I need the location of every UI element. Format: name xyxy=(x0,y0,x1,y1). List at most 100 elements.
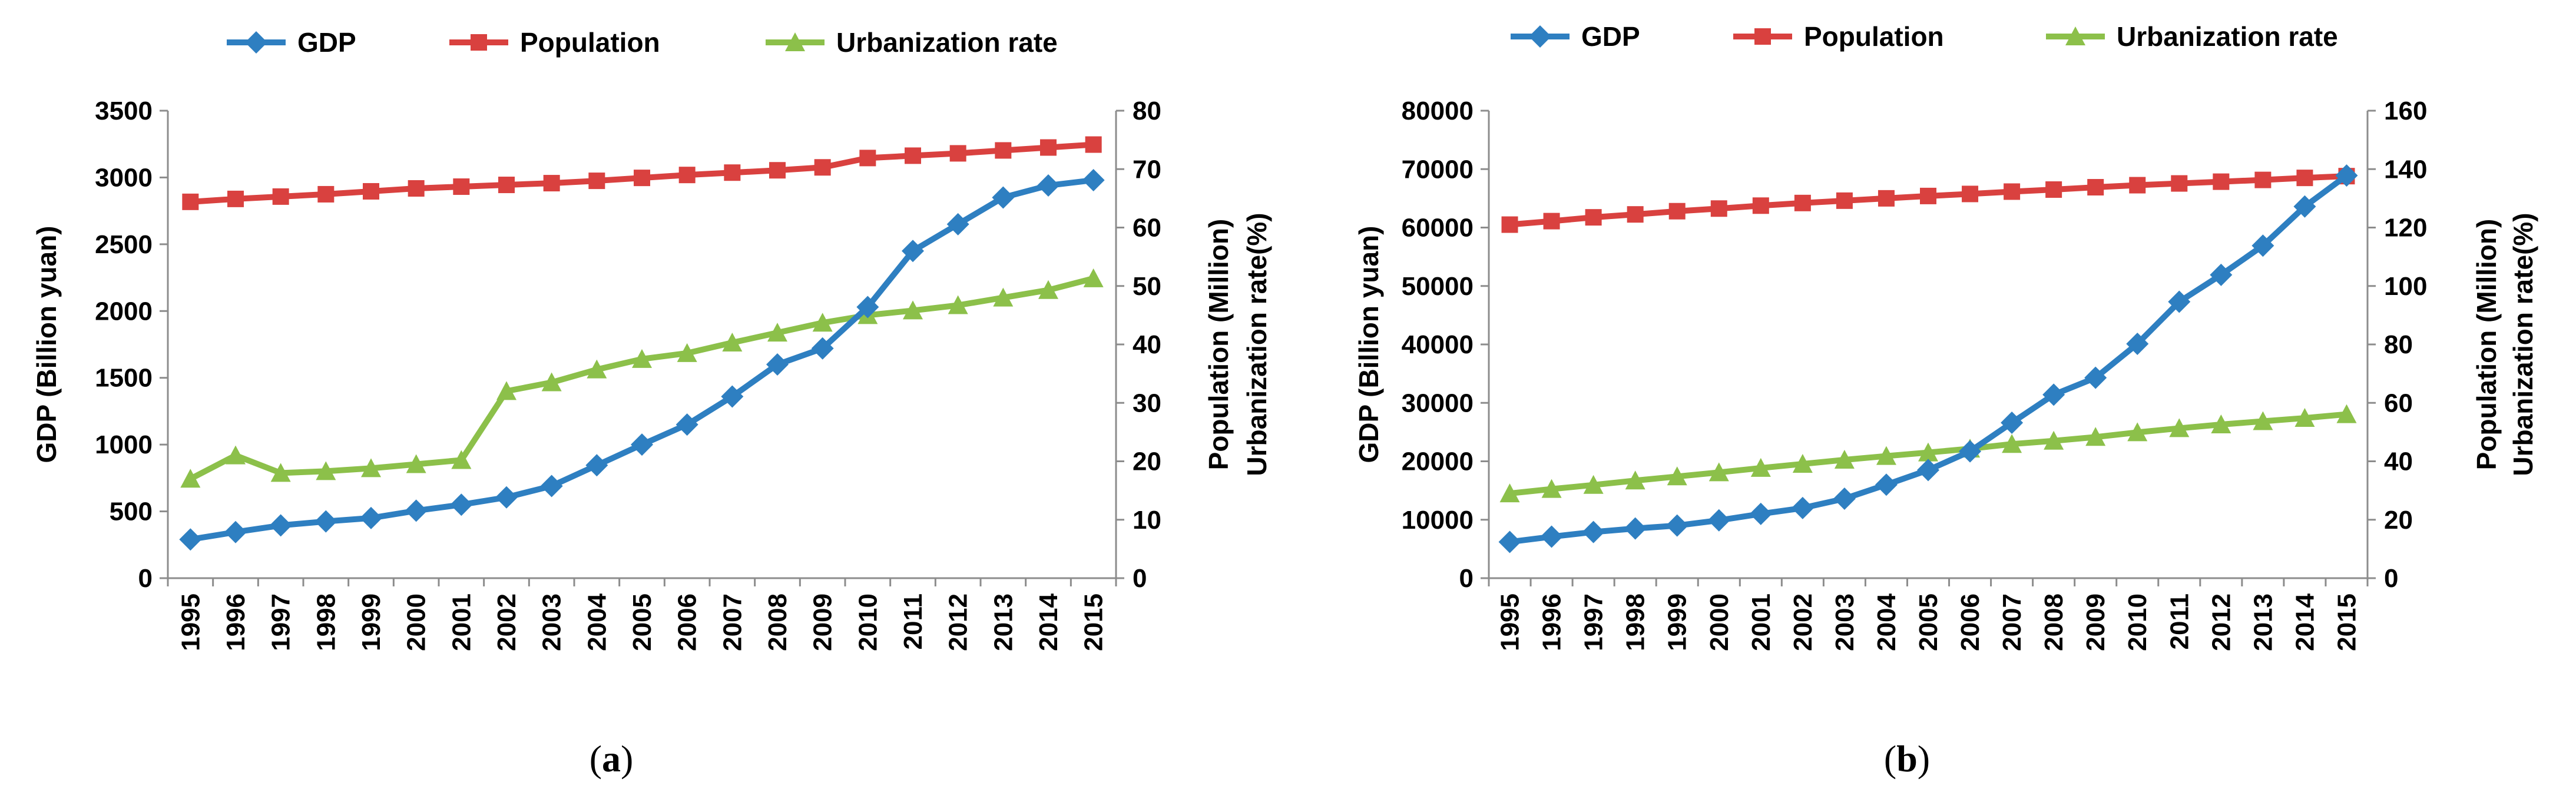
y-tick-label-b: 40000 xyxy=(1402,330,1474,359)
y-tick-label-b: 60000 xyxy=(1402,214,1474,243)
legend-label-gdp-a: GDP xyxy=(297,27,356,58)
y-axis-title-a: GDP (Billion yuan) xyxy=(31,226,62,463)
data-point-population-b xyxy=(1878,190,1895,207)
data-point-urbanization-rate-b xyxy=(1499,483,1520,503)
data-point-gdp-a xyxy=(631,433,653,456)
data-point-gdp-a xyxy=(811,337,834,360)
data-point-population-a xyxy=(949,145,966,162)
x-tick-label-a: 2011 xyxy=(899,593,928,649)
y2-axis-title-line2-a: Urbanization rate(%) xyxy=(1241,213,1272,476)
data-point-urbanization-rate-b xyxy=(1708,462,1729,482)
y2-tick-label-a: 30 xyxy=(1133,389,1161,417)
data-point-population-a xyxy=(634,170,650,187)
data-point-gdp-a xyxy=(540,475,563,498)
data-point-urbanization-rate-a xyxy=(496,381,516,400)
data-point-population-a xyxy=(724,164,741,181)
data-point-gdp-b xyxy=(1498,530,1521,553)
data-point-urbanization-rate-b xyxy=(2169,418,2190,437)
x-tick-label-b: 2011 xyxy=(2165,593,2194,649)
data-point-urbanization-rate-b xyxy=(2044,430,2064,450)
caption-a: (a) xyxy=(590,738,634,780)
data-point-urbanization-rate-a xyxy=(767,323,787,342)
y2-tick-label-b: 120 xyxy=(2384,214,2427,243)
caption-a-close: ) xyxy=(621,738,633,780)
data-point-urbanization-rate-a xyxy=(632,349,652,368)
data-point-population-a xyxy=(543,175,560,192)
x-tick-label-b: 2012 xyxy=(2207,593,2236,651)
data-point-population-b xyxy=(2213,173,2230,190)
y2-tick-label-b: 80 xyxy=(2384,330,2413,359)
x-tick-label-b: 2013 xyxy=(2249,593,2277,651)
x-tick-label-b: 2010 xyxy=(2123,593,2152,651)
legend-marker-gdp-a xyxy=(245,31,267,54)
x-tick-label-a: 2015 xyxy=(1080,593,1108,651)
data-point-gdp-a xyxy=(1037,174,1059,197)
data-point-population-a xyxy=(272,188,289,205)
y-tick-label-b: 50000 xyxy=(1402,272,1474,301)
data-point-gdp-b xyxy=(2084,366,2107,389)
data-point-gdp-a xyxy=(224,520,247,543)
data-point-urbanization-rate-b xyxy=(2002,434,2022,453)
y-tick-label-b: 80000 xyxy=(1402,97,1474,125)
data-point-urbanization-rate-a xyxy=(270,463,291,482)
data-point-gdp-b xyxy=(2251,234,2274,257)
data-point-gdp-a xyxy=(585,454,608,477)
data-point-urbanization-rate-a xyxy=(587,359,607,379)
data-point-population-a xyxy=(408,180,425,197)
y2-tick-label-b: 160 xyxy=(2384,97,2427,125)
data-point-gdp-b xyxy=(2293,195,2316,218)
data-point-gdp-b xyxy=(1749,502,1772,525)
legend-label-urbanization-rate-b: Urbanization rate xyxy=(2117,21,2338,52)
data-point-gdp-b xyxy=(1875,473,1898,496)
y2-tick-label-a: 50 xyxy=(1133,272,1161,301)
data-point-population-a xyxy=(363,183,379,200)
data-point-gdp-a xyxy=(314,510,337,533)
data-point-urbanization-rate-a xyxy=(361,458,381,477)
data-point-population-a xyxy=(498,177,515,194)
caption-b-open: ( xyxy=(1884,738,1896,780)
data-point-gdp-b xyxy=(1707,509,1730,532)
data-point-gdp-b xyxy=(2335,164,2358,187)
caption-a-letter: a xyxy=(602,738,621,780)
y2-tick-label-a: 0 xyxy=(1133,564,1147,593)
x-tick-label-a: 2001 xyxy=(447,593,476,651)
data-point-population-a xyxy=(905,147,921,164)
data-point-urbanization-rate-a xyxy=(677,343,697,362)
data-point-gdp-a xyxy=(766,353,789,376)
x-tick-label-b: 1996 xyxy=(1538,593,1567,651)
y2-tick-label-b: 100 xyxy=(2384,272,2427,301)
chart-panel-b: 0100002000030000400005000060000700008000… xyxy=(1353,21,2538,651)
data-point-urbanization-rate-b xyxy=(1876,446,1896,465)
y-tick-label-a: 1000 xyxy=(95,430,153,459)
legend-marker-gdp-b xyxy=(1529,25,1551,48)
x-tick-label-a: 2009 xyxy=(809,593,837,651)
x-tick-label-a: 2014 xyxy=(1034,593,1063,651)
data-point-population-b xyxy=(2296,170,2313,187)
caption-a-open: ( xyxy=(590,738,602,780)
data-point-urbanization-rate-a xyxy=(180,469,201,488)
x-tick-label-b: 1998 xyxy=(1621,593,1650,651)
data-point-urbanization-rate-b xyxy=(1918,442,1938,462)
x-tick-label-a: 1996 xyxy=(221,593,250,651)
data-point-gdp-a xyxy=(269,514,292,537)
data-point-urbanization-rate-b xyxy=(1625,470,1645,490)
data-point-gdp-b xyxy=(2210,263,2233,286)
x-tick-label-a: 2002 xyxy=(492,593,521,651)
data-point-urbanization-rate-b xyxy=(2336,404,2357,423)
data-point-gdp-a xyxy=(946,213,969,236)
y-tick-label-a: 3000 xyxy=(95,163,153,192)
y-axis-title-b: GDP (Billion yuan) xyxy=(1353,226,1384,463)
x-tick-label-b: 2003 xyxy=(1830,593,1859,651)
legend-marker-urbanization-rate-b xyxy=(2065,26,2085,45)
x-tick-label-a: 1995 xyxy=(176,593,205,651)
y2-tick-label-a: 20 xyxy=(1133,447,1161,476)
y2-tick-label-a: 70 xyxy=(1133,155,1161,184)
x-tick-label-a: 2003 xyxy=(538,593,567,651)
legend-marker-population-b xyxy=(1754,28,1771,45)
data-point-population-a xyxy=(227,190,244,207)
data-point-urbanization-rate-b xyxy=(1583,475,1604,494)
y2-tick-label-b: 0 xyxy=(2384,564,2398,593)
legend-marker-urbanization-rate-a xyxy=(785,32,805,51)
data-point-urbanization-rate-b xyxy=(1667,466,1687,486)
x-tick-label-a: 2010 xyxy=(853,593,882,651)
